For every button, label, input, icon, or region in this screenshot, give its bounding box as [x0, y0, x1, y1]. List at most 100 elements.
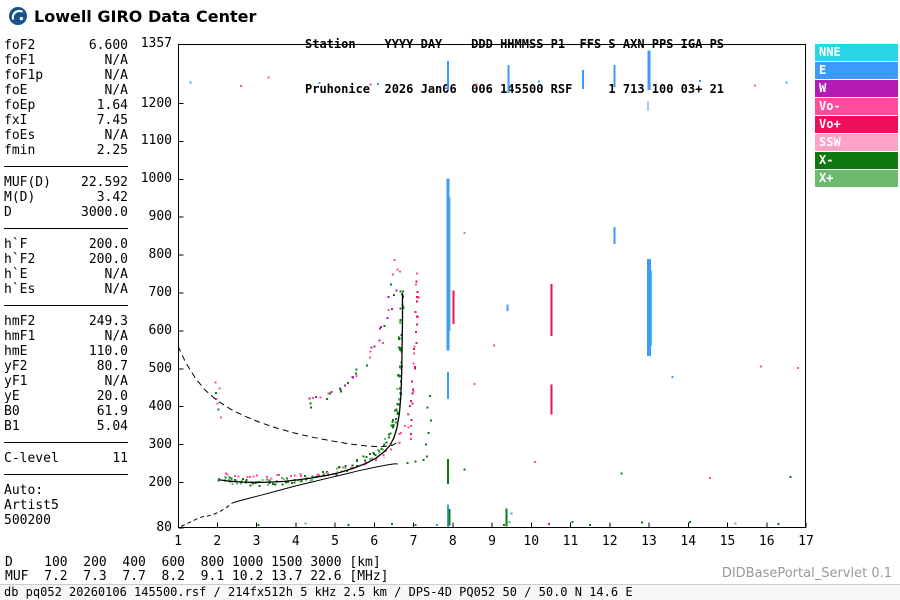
parameter-value: 5.04 — [96, 419, 128, 434]
parameter-row: hmF1 N/A — [4, 329, 128, 344]
legend-item-x-plus: X+ — [815, 170, 898, 187]
legend-item-e: E — [815, 62, 898, 79]
y-axis-tick-label: 1200 — [140, 95, 172, 111]
parameter-row: M(D) 3.42 — [4, 190, 128, 205]
y-axis-tick-label: 700 — [148, 285, 172, 300]
parameter-row: foF2 6.600 — [4, 38, 128, 53]
parameter-value: 2.25 — [96, 143, 128, 158]
parameter-row: B1 5.04 — [4, 419, 128, 434]
parameter-row: hmE 110.0 — [4, 344, 128, 359]
parameter-label: B0 — [4, 404, 20, 419]
parameter-row: h`F 200.0 — [4, 237, 128, 252]
parameter-value: N/A — [104, 282, 128, 297]
y-axis-tick-label: 300 — [148, 436, 172, 452]
parameter-row: D 3000.0 — [4, 205, 128, 220]
muf-distance-row: D 100 200 400 600 800 1000 1500 3000 [km… — [5, 555, 381, 570]
y-axis-tick-label: 400 — [148, 398, 172, 414]
parameter-divider — [4, 166, 128, 167]
parameter-label: MUF(D) — [4, 175, 51, 190]
y-axis-tick-label: 500 — [148, 360, 172, 376]
parameter-value: N/A — [104, 68, 128, 83]
parameter-value: 11 — [112, 451, 128, 466]
parameter-value: 200.0 — [88, 252, 128, 267]
muf-table: D 100 200 400 600 800 1000 1500 3000 [km… — [5, 556, 389, 584]
status-bar: db pq052 20260106 145500.rsf / 214fx512h… — [0, 584, 900, 600]
echo-dots-x-cusp — [409, 272, 420, 440]
parameter-row: C-level 11 — [4, 451, 128, 466]
y-axis-tick-label: 1100 — [140, 133, 172, 149]
y-axis-tick-label: 800 — [148, 247, 172, 263]
servlet-watermark: DIDBasePortal_Servlet 0.1 — [721, 566, 892, 581]
x-axis-tick-label: 3 — [252, 534, 261, 549]
parameter-value: N/A — [104, 128, 128, 143]
parameter-row: h`Es N/A — [4, 282, 128, 297]
parameter-value: N/A — [104, 83, 128, 98]
vertical-interference-bands — [446, 50, 652, 528]
y-axis-tick-label: 1357 — [140, 36, 172, 51]
x-axis-tick-label: 14 — [680, 534, 697, 549]
ionogram-plot — [177, 43, 807, 529]
direction-legend: NNE E W Vo- Vo+ SSW X- X+ — [815, 44, 898, 188]
legend-item-vo-minus: Vo- — [815, 98, 898, 115]
x-axis-tick-label: 11 — [562, 534, 579, 549]
parameter-value: 20.0 — [96, 389, 128, 404]
x-axis-tick-label: 5 — [331, 534, 339, 549]
parameter-label: foF2 — [4, 38, 36, 53]
parameter-row: foF1 N/A — [4, 53, 128, 68]
x-axis-tick-label: 2 — [213, 534, 222, 549]
x-axis-tick-label: 16 — [758, 534, 775, 549]
parameter-value: 6.600 — [88, 38, 128, 53]
parameter-label: C-level — [4, 451, 59, 466]
parameter-row: yE 20.0 — [4, 389, 128, 404]
parameter-label: hmF1 — [4, 329, 36, 344]
parameter-row: fxI 7.45 — [4, 113, 128, 128]
parameter-divider — [4, 228, 128, 229]
parameter-row: foF1p N/A — [4, 68, 128, 83]
x-axis-tick-label: 10 — [523, 534, 540, 549]
parameter-value: N/A — [104, 53, 128, 68]
parameter-label: foEp — [4, 98, 36, 113]
plot-frame — [177, 43, 807, 529]
y-axis-tick-label: 600 — [148, 322, 172, 338]
parameter-label: foE — [4, 83, 28, 98]
parameter-value: 3000.0 — [81, 205, 128, 220]
y-axis-tick-label: 1000 — [140, 171, 172, 187]
transmission-curve-dashed — [177, 345, 399, 448]
x-axis-tick-label: 6 — [370, 534, 379, 549]
parameter-label: h`Es — [4, 282, 36, 297]
legend-item-w: W — [815, 80, 898, 97]
parameter-value: 1.64 — [96, 98, 128, 113]
status-text: db pq052 20260106 145500.rsf / 214fx512h… — [4, 585, 633, 599]
parameter-panel: foF2 6.600 foF1 N/A foF1p N/A foE N/A foEp 1.64 fx… — [4, 38, 128, 528]
parameter-value: 110.0 — [88, 344, 128, 359]
parameter-label: foF1 — [4, 53, 36, 68]
echo-dots-x-trace — [225, 413, 410, 480]
parameter-label: foEs — [4, 128, 36, 143]
echo-dots-second-order — [308, 258, 402, 409]
x-axis-tick-label: 1 — [174, 534, 182, 549]
parameter-label: fxI — [4, 113, 28, 128]
legend-item-nne: NNE — [815, 44, 898, 61]
x-axis-tick-label: 7 — [409, 534, 418, 549]
parameter-label: fmin — [4, 143, 36, 158]
parameter-row: MUF(D) 22.592 — [4, 175, 128, 190]
brand: Lowell GIRO Data Center — [8, 6, 256, 26]
muf-frequency-row: MUF 7.2 7.3 7.7 8.2 9.1 10.2 13.7 22.6 [… — [5, 569, 389, 584]
x-axis-tick-label: 13 — [641, 534, 657, 549]
true-height-profile — [232, 463, 398, 504]
parameter-row: yF1 N/A — [4, 374, 128, 389]
parameter-label: foF1p — [4, 68, 44, 83]
parameter-row: yF2 80.7 — [4, 359, 128, 374]
x-axis-tick-label: 8 — [448, 534, 457, 549]
auto-scaling-value: 500200 — [4, 513, 51, 528]
parameter-row: foE N/A — [4, 83, 128, 98]
fitted-otrace-curve — [219, 293, 404, 484]
parameter-label: h`F — [4, 237, 28, 252]
parameter-label: yF1 — [4, 374, 28, 389]
noise-speckles — [189, 76, 800, 526]
parameter-label: B1 — [4, 419, 20, 434]
ionogram-canvas — [177, 43, 807, 529]
x-axis-tick-label: 12 — [601, 534, 618, 549]
parameter-label: yE — [4, 389, 20, 404]
